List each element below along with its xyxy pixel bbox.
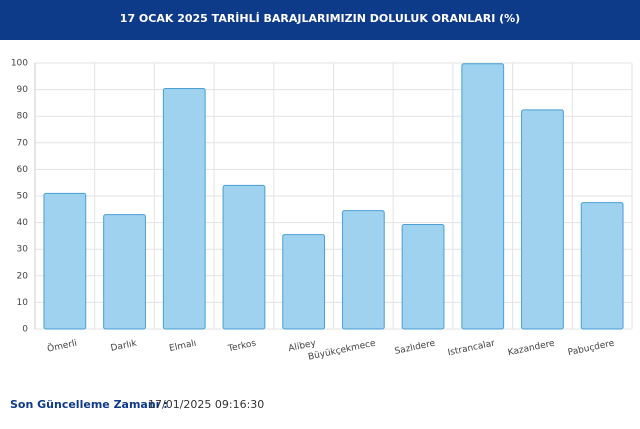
- y-tick-label: 60: [17, 165, 29, 175]
- x-tick-label: Darlık: [110, 338, 139, 353]
- y-tick-label: 100: [11, 59, 28, 69]
- bar: [103, 214, 146, 330]
- y-tick-label: 0: [22, 325, 28, 335]
- footer-label: Son Güncelleme Zamanı :: [10, 398, 168, 411]
- header-band: [0, 0, 640, 40]
- y-tick-label: 70: [17, 138, 29, 148]
- x-tick-label: Ömerli: [46, 338, 78, 355]
- bar: [43, 192, 87, 330]
- x-tick-label: Istrancalar: [447, 339, 496, 359]
- footer-value: 17/01/2025 09:16:30: [148, 398, 264, 411]
- bar: [461, 63, 505, 330]
- bar: [401, 223, 445, 330]
- x-tick-label: Sazlıdere: [394, 339, 437, 357]
- x-tick-label: Büyükçekmece: [307, 339, 377, 363]
- bar: [521, 109, 564, 330]
- bar: [341, 210, 385, 330]
- y-tick-label: 20: [17, 271, 29, 281]
- y-tick-label: 10: [17, 298, 29, 308]
- y-tick-label: 50: [17, 192, 29, 202]
- x-tick-label: Elmalı: [168, 339, 197, 354]
- bar: [282, 234, 326, 330]
- bar: [162, 88, 206, 330]
- x-tick-label: Terkos: [226, 339, 257, 355]
- bar: [580, 202, 624, 330]
- y-tick-label: 80: [17, 112, 29, 122]
- chart-title: 17 OCAK 2025 TARİHLİ BARAJLARIMIZIN DOLU…: [120, 11, 520, 25]
- y-tick-label: 30: [17, 245, 29, 255]
- x-tick-label: Kazandere: [507, 339, 556, 359]
- y-tick-label: 40: [17, 218, 29, 228]
- x-tick-label: Pabuçdere: [567, 339, 616, 359]
- y-tick-label: 90: [17, 85, 29, 95]
- bar: [222, 184, 266, 330]
